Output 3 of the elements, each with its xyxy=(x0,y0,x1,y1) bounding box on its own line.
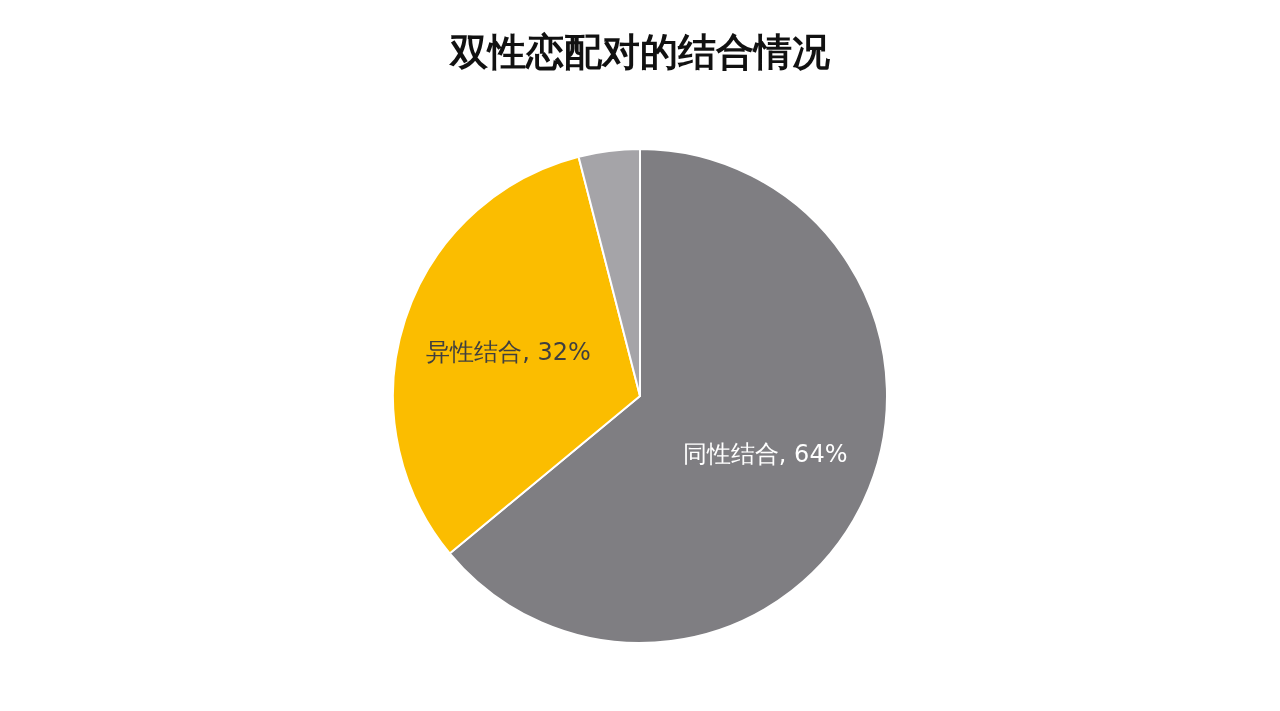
slice-label: 同性结合, 64% xyxy=(682,439,848,468)
slice-label: 异性结合, 32% xyxy=(426,338,591,367)
chart-title: 双性恋配对的结合情况 xyxy=(448,30,830,74)
